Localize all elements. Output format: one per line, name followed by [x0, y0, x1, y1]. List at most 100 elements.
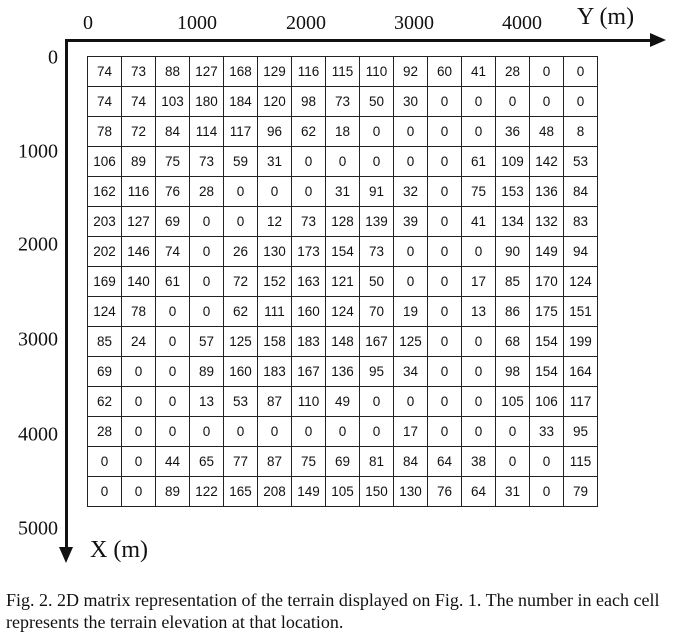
- matrix-cell: 60: [427, 56, 462, 87]
- matrix-cell: 31: [325, 176, 360, 207]
- matrix-cell: 116: [121, 176, 156, 207]
- matrix-cell: 142: [529, 146, 564, 177]
- matrix-cell: 78: [121, 296, 156, 327]
- matrix-cell: 0: [155, 296, 190, 327]
- matrix-cell: 0: [461, 86, 496, 117]
- matrix-cell: 0: [427, 356, 462, 387]
- matrix-cell: 70: [359, 296, 394, 327]
- matrix-cell: 64: [461, 476, 496, 507]
- matrix-cell: 105: [495, 386, 530, 417]
- matrix-cell: 0: [427, 236, 462, 267]
- matrix-cell: 73: [291, 206, 326, 237]
- matrix-cell: 74: [155, 236, 190, 267]
- matrix-cell: 92: [393, 56, 428, 87]
- matrix-cell: 19: [393, 296, 428, 327]
- matrix-cell: 0: [393, 236, 428, 267]
- matrix-cell: 115: [325, 56, 360, 87]
- matrix-row: 28 0 0 0 0 0 0 0 0 17 0 0 0 33 95: [87, 416, 598, 447]
- matrix-cell: 0: [291, 176, 326, 207]
- matrix-cell: 95: [563, 416, 598, 447]
- x-tick-label: 3000: [18, 328, 58, 351]
- matrix-cell: 154: [529, 356, 564, 387]
- matrix-cell: 84: [155, 116, 190, 147]
- matrix-cell: 91: [359, 176, 394, 207]
- matrix-cell: 98: [495, 356, 530, 387]
- matrix-cell: 41: [461, 56, 496, 87]
- matrix-cell: 36: [495, 116, 530, 147]
- elevation-matrix: 74 73 88 127 168 129 116 115 110 92 60 41 28 0 0 74 74 10…: [87, 56, 598, 507]
- matrix-body: 74 73 88 127 168 129 116 115 110 92 60 41 28 0 0 74 74 10…: [87, 56, 598, 507]
- matrix-cell: 149: [529, 236, 564, 267]
- matrix-cell: 31: [257, 146, 292, 177]
- matrix-cell: 73: [325, 86, 360, 117]
- matrix-cell: 73: [189, 146, 224, 177]
- matrix-cell: 0: [427, 386, 462, 417]
- matrix-cell: 117: [563, 386, 598, 417]
- matrix-cell: 151: [563, 296, 598, 327]
- matrix-cell: 89: [121, 146, 156, 177]
- matrix-cell: 167: [291, 356, 326, 387]
- matrix-cell: 87: [257, 386, 292, 417]
- matrix-row: 169 140 61 0 72 152 163 121 50 0 0 17 85 170 124: [87, 266, 598, 297]
- matrix-cell: 180: [189, 86, 224, 117]
- matrix-cell: 0: [223, 176, 258, 207]
- matrix-cell: 98: [291, 86, 326, 117]
- matrix-cell: 8: [563, 116, 598, 147]
- matrix-cell: 199: [563, 326, 598, 357]
- matrix-cell: 61: [461, 146, 496, 177]
- matrix-cell: 49: [325, 386, 360, 417]
- matrix-cell: 0: [427, 206, 462, 237]
- matrix-cell: 160: [291, 296, 326, 327]
- matrix-cell: 38: [461, 446, 496, 477]
- matrix-cell: 0: [461, 326, 496, 357]
- matrix-cell: 74: [121, 86, 156, 117]
- matrix-cell: 0: [87, 476, 122, 507]
- matrix-cell: 78: [87, 116, 122, 147]
- matrix-cell: 69: [155, 206, 190, 237]
- matrix-cell: 81: [359, 446, 394, 477]
- matrix-cell: 85: [495, 266, 530, 297]
- matrix-row: 203 127 69 0 0 12 73 128 139 39 0 41 134 132 83: [87, 206, 598, 237]
- matrix-cell: 124: [563, 266, 598, 297]
- matrix-cell: 0: [427, 416, 462, 447]
- matrix-cell: 148: [325, 326, 360, 357]
- matrix-cell: 31: [495, 476, 530, 507]
- matrix-cell: 83: [563, 206, 598, 237]
- x-axis-line: [65, 39, 68, 551]
- matrix-cell: 75: [291, 446, 326, 477]
- matrix-cell: 85: [87, 326, 122, 357]
- matrix-cell: 28: [189, 176, 224, 207]
- matrix-cell: 64: [427, 446, 462, 477]
- matrix-cell: 0: [291, 146, 326, 177]
- matrix-cell: 0: [359, 416, 394, 447]
- matrix-cell: 28: [495, 56, 530, 87]
- matrix-cell: 0: [461, 356, 496, 387]
- matrix-cell: 57: [189, 326, 224, 357]
- matrix-cell: 165: [223, 476, 258, 507]
- matrix-cell: 152: [257, 266, 292, 297]
- matrix-cell: 65: [189, 446, 224, 477]
- matrix-cell: 0: [461, 416, 496, 447]
- matrix-cell: 90: [495, 236, 530, 267]
- x-axis-arrowhead: [59, 547, 73, 563]
- matrix-cell: 110: [291, 386, 326, 417]
- matrix-cell: 0: [461, 236, 496, 267]
- matrix-cell: 61: [155, 266, 190, 297]
- matrix-row: 0 0 89 122 165 208 149 105 150 130 76 64 31 0 79: [87, 476, 598, 507]
- matrix-cell: 0: [155, 416, 190, 447]
- matrix-cell: 0: [427, 296, 462, 327]
- matrix-cell: 76: [155, 176, 190, 207]
- matrix-cell: 0: [393, 266, 428, 297]
- matrix-cell: 33: [529, 416, 564, 447]
- y-axis-line: [65, 39, 657, 42]
- matrix-cell: 0: [461, 116, 496, 147]
- matrix-cell: 79: [563, 476, 598, 507]
- matrix-cell: 111: [257, 296, 292, 327]
- matrix-cell: 53: [563, 146, 598, 177]
- matrix-cell: 183: [291, 326, 326, 357]
- matrix-cell: 0: [121, 446, 156, 477]
- matrix-cell: 41: [461, 206, 496, 237]
- matrix-cell: 120: [257, 86, 292, 117]
- matrix-cell: 0: [189, 266, 224, 297]
- matrix-cell: 28: [87, 416, 122, 447]
